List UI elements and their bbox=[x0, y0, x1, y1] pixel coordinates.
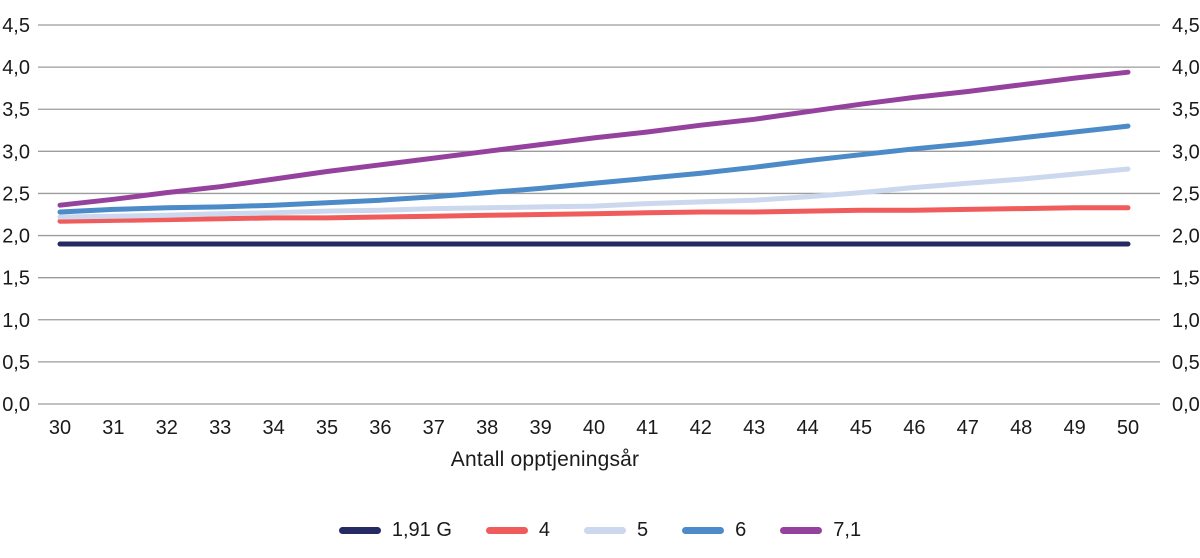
y-axis-tick-left: 1,5 bbox=[2, 268, 30, 290]
y-axis-tick-right: 4,5 bbox=[1172, 15, 1200, 37]
legend: 1,91 G 4 5 6 7,1 bbox=[0, 519, 1200, 542]
y-axis-tick-right: 1,5 bbox=[1172, 268, 1200, 290]
series-line-2 bbox=[57, 166, 1131, 220]
legend-item-2: 5 bbox=[584, 519, 648, 542]
legend-swatch-icon bbox=[584, 527, 627, 534]
x-axis-tick: 42 bbox=[690, 417, 712, 439]
legend-item-3: 6 bbox=[682, 519, 746, 542]
x-axis-tick: 37 bbox=[423, 417, 445, 439]
legend-label: 5 bbox=[637, 519, 649, 541]
y-axis-tick-right: 4,0 bbox=[1172, 57, 1200, 79]
legend-item-1: 4 bbox=[485, 519, 551, 542]
x-axis-tick: 30 bbox=[49, 417, 71, 439]
series-line-3 bbox=[57, 123, 1131, 215]
legend-swatch-icon bbox=[338, 527, 381, 534]
y-axis-tick-right: 3,0 bbox=[1172, 141, 1200, 163]
x-axis-tick: 39 bbox=[529, 417, 551, 439]
x-axis-tick: 45 bbox=[850, 417, 872, 439]
series-line-1 bbox=[57, 205, 1131, 224]
x-axis-tick: 49 bbox=[1063, 417, 1085, 439]
legend-swatch-icon bbox=[485, 527, 528, 534]
x-axis-tick: 38 bbox=[476, 417, 498, 439]
x-axis-title: Antall opptjeningsår bbox=[450, 448, 640, 471]
x-axis-tick: 36 bbox=[369, 417, 391, 439]
x-axis-tick: 31 bbox=[102, 417, 124, 439]
x-axis-tick: 33 bbox=[209, 417, 231, 439]
legend-item-4: 7,1 bbox=[780, 519, 861, 542]
legend-label: 1,91 G bbox=[391, 519, 452, 541]
y-axis-tick-left: 0,0 bbox=[2, 394, 30, 416]
y-axis-tick-right: 1,0 bbox=[1172, 310, 1200, 332]
x-axis-tick: 40 bbox=[583, 417, 605, 439]
y-axis-tick-left: 1,0 bbox=[2, 310, 30, 332]
legend-label: 7,1 bbox=[833, 519, 862, 541]
x-axis-tick: 34 bbox=[262, 417, 284, 439]
y-axis-tick-right: 3,5 bbox=[1172, 99, 1200, 121]
x-axis-tick: 50 bbox=[1117, 417, 1139, 439]
legend-label: 6 bbox=[735, 519, 747, 541]
y-axis-tick-left: 4,5 bbox=[2, 15, 30, 37]
x-axis-tick: 43 bbox=[743, 417, 765, 439]
y-axis-tick-left: 2,5 bbox=[2, 183, 30, 205]
y-axis-tick-left: 3,5 bbox=[2, 99, 30, 121]
y-axis-tick-right: 0,5 bbox=[1172, 352, 1200, 374]
x-axis-tick: 35 bbox=[316, 417, 338, 439]
legend-label: 4 bbox=[538, 519, 551, 541]
x-axis-tick: 41 bbox=[636, 417, 658, 439]
y-axis-tick-left: 2,0 bbox=[2, 226, 30, 248]
series-line-4 bbox=[57, 69, 1131, 208]
x-axis-tick: 46 bbox=[903, 417, 925, 439]
x-axis-tick: 47 bbox=[957, 417, 979, 439]
x-axis-tick: 48 bbox=[1010, 417, 1032, 439]
y-axis-tick-left: 0,5 bbox=[2, 352, 30, 374]
y-axis-tick-left: 3,0 bbox=[2, 141, 30, 163]
x-axis-tick: 32 bbox=[156, 417, 178, 439]
x-axis-tick: 44 bbox=[796, 417, 818, 439]
legend-item-0: 1,91 G bbox=[338, 519, 452, 542]
legend-swatch-icon bbox=[780, 527, 823, 534]
y-axis-tick-right: 0,0 bbox=[1172, 394, 1200, 416]
y-axis-tick-right: 2,5 bbox=[1172, 183, 1200, 205]
y-axis-tick-left: 4,0 bbox=[2, 57, 30, 79]
legend-swatch-icon bbox=[682, 527, 725, 534]
y-axis-tick-right: 2,0 bbox=[1172, 226, 1200, 248]
